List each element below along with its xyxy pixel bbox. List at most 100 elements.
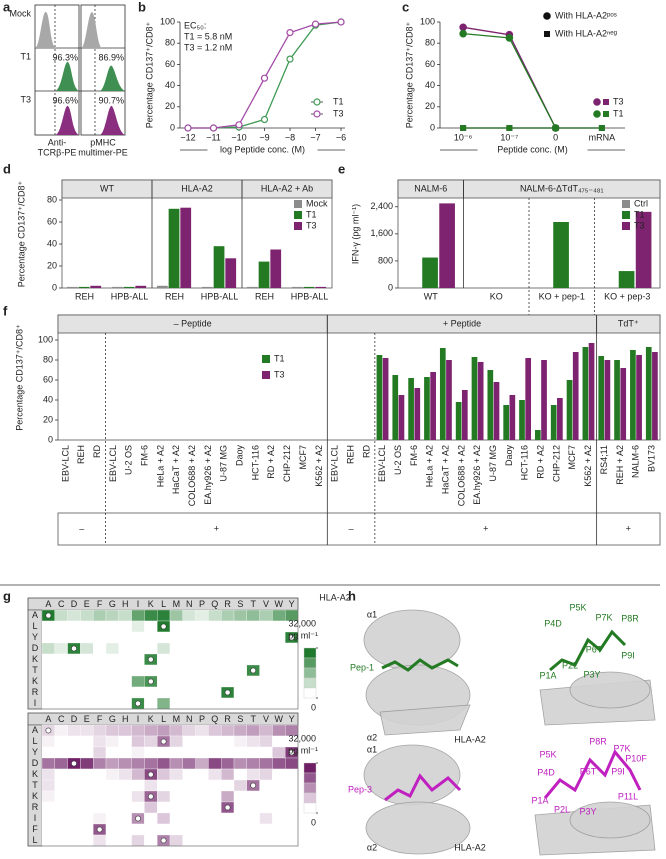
x-tick-label: HCT-116 — [520, 445, 530, 480]
heatmap-cell — [157, 697, 171, 710]
heatmap-cell — [144, 609, 158, 622]
x-tick-label: EBV-LCL — [108, 445, 118, 482]
bar — [111, 286, 123, 288]
heatmap-cell — [208, 812, 222, 825]
heatmap-cell — [131, 834, 145, 847]
row-label: K — [32, 769, 38, 779]
bar — [503, 405, 510, 440]
heatmap-cell — [182, 834, 196, 847]
helix — [363, 744, 461, 806]
heatmap-cell — [144, 724, 158, 737]
structure-label: P10F — [625, 753, 647, 763]
bar — [168, 208, 180, 288]
heatmap-cell — [67, 664, 81, 677]
heatmap-cell — [221, 746, 235, 759]
y-axis-label: Percentage CD137⁺/CD8⁺ — [404, 21, 414, 128]
bar — [156, 285, 168, 288]
heatmap-cell — [272, 746, 286, 759]
heatmap-cell — [272, 609, 286, 622]
colorbar-label: 0 — [311, 702, 316, 712]
heatmap-cell — [157, 823, 171, 836]
x-tick-label: FM-6 — [140, 445, 150, 466]
heatmap-cell — [169, 686, 183, 699]
wild-type-dot — [224, 804, 231, 811]
heatmap-cell — [246, 757, 260, 770]
heatmap-cell — [246, 697, 260, 710]
heatmap-cell — [259, 724, 273, 737]
colorbar-step — [303, 677, 317, 689]
heatmap-cell — [208, 675, 222, 688]
heatmap-cell — [41, 675, 55, 688]
bar — [303, 286, 315, 288]
legend-label: T1 — [333, 96, 344, 106]
bar — [598, 356, 605, 440]
point — [260, 74, 269, 82]
heatmap-cell — [118, 620, 132, 633]
heatmap-cell — [259, 757, 273, 770]
heatmap-cell — [208, 642, 222, 655]
heatmap-cell — [41, 664, 55, 677]
heatmap-cell — [285, 642, 299, 655]
heatmap-cell — [246, 686, 260, 699]
heatmap-cell — [169, 724, 183, 737]
peptide — [543, 749, 642, 799]
column-label: C — [58, 714, 65, 724]
structure-label: P9I — [611, 766, 625, 776]
x-tick-label: EBV-LCL — [330, 445, 340, 482]
heatmap-cell — [221, 735, 235, 748]
x-tick-label: COLO688 + A2 — [456, 445, 466, 506]
legend-swatch — [543, 12, 551, 20]
column-label: E — [84, 714, 90, 724]
bar — [572, 352, 579, 440]
heatmap-cell — [208, 823, 222, 836]
panel-letter: d — [3, 161, 11, 176]
bar — [291, 286, 303, 288]
point — [286, 55, 294, 63]
heatmap-cell — [259, 675, 273, 688]
heatmap-cell — [233, 697, 247, 710]
heatmap-cell — [233, 746, 247, 759]
heatmap-cell — [182, 735, 196, 748]
heatmap-cell — [246, 642, 260, 655]
heatmap-cell — [105, 801, 119, 814]
y-tick-label: 100 — [420, 16, 435, 26]
y-tick-label: 60 — [425, 59, 435, 69]
structure-label: P5K — [569, 602, 586, 612]
bar — [408, 378, 414, 440]
bar — [618, 271, 635, 288]
heatmap-cell — [157, 757, 171, 770]
bar — [398, 395, 405, 440]
heatmap-cell — [233, 631, 247, 644]
x-tick-label: RD + A2 — [266, 445, 276, 479]
x-axis-label: Peptide conc. (M) — [497, 144, 568, 154]
heatmap-cell — [221, 768, 235, 781]
heatmap-cell — [195, 631, 209, 644]
heatmap-cell — [157, 724, 171, 737]
heatmap-cell — [41, 686, 55, 699]
heatmap-cell — [182, 768, 196, 781]
bar — [630, 350, 636, 440]
x-tick-label: REH — [165, 291, 184, 301]
bar — [550, 405, 557, 440]
heatmap-cell — [41, 790, 55, 803]
x-tick-label: HPB-ALL — [291, 291, 329, 301]
x-tick-label: HeLa + A2 — [155, 445, 165, 487]
y-tick-label: 40 — [425, 80, 435, 90]
heatmap-cell — [285, 675, 299, 688]
annotation: EC₅₀: — [184, 20, 206, 30]
row-label: L — [32, 835, 37, 845]
heatmap-cell — [105, 675, 119, 688]
heatmap-cell — [195, 834, 209, 847]
column-label: A — [45, 599, 51, 609]
heatmap-cell — [246, 609, 260, 622]
x-tick-label: KO + pep-3 — [604, 291, 650, 301]
annotation: T1 = 5.8 nM — [184, 31, 232, 41]
heatmap-cell — [93, 653, 107, 666]
bar — [588, 343, 595, 440]
heatmap-cell — [272, 735, 286, 748]
bar — [525, 358, 532, 440]
bar — [270, 249, 282, 288]
heatmap-cell — [118, 823, 132, 836]
heatmap-cell — [272, 834, 286, 847]
x-tick-label: CHP-212 — [282, 445, 292, 482]
